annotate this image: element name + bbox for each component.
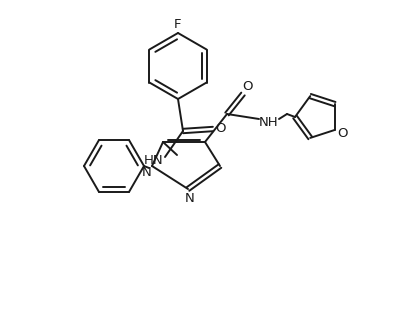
Text: F: F bbox=[174, 18, 182, 30]
Text: HN: HN bbox=[144, 154, 164, 167]
Text: O: O bbox=[338, 127, 348, 140]
Text: O: O bbox=[216, 122, 226, 136]
Text: N: N bbox=[185, 192, 195, 204]
Text: N: N bbox=[142, 166, 152, 180]
Text: O: O bbox=[243, 80, 253, 94]
Text: NH: NH bbox=[259, 116, 279, 129]
